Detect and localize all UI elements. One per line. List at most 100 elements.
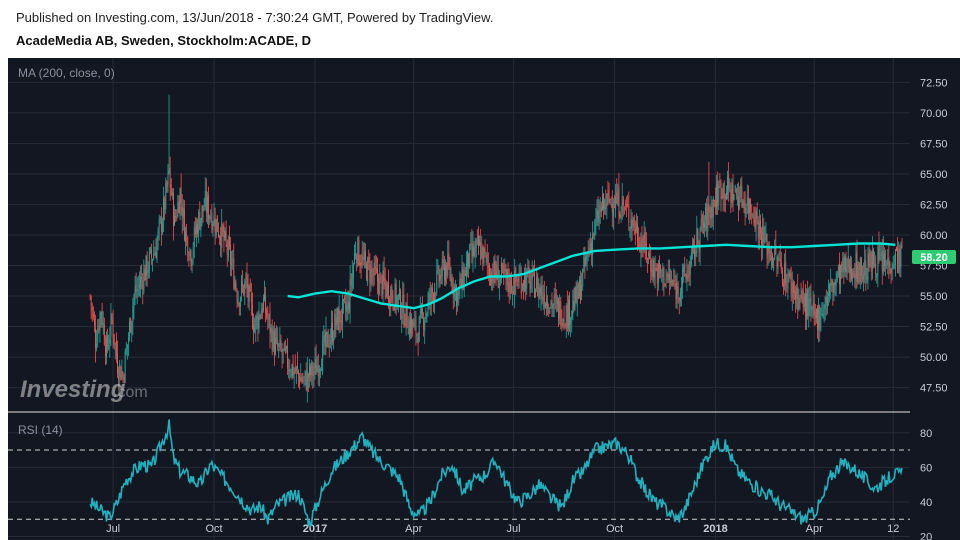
candle-body [767, 247, 769, 256]
price-tick-label: 60.00 [920, 230, 948, 242]
candle-body [144, 269, 146, 281]
candle-body [457, 292, 459, 303]
candle-body [778, 256, 780, 258]
candle-body [131, 321, 133, 334]
candle-body [862, 277, 863, 279]
candle-body [517, 284, 519, 287]
candle-body [899, 248, 901, 268]
candle-body [560, 301, 562, 326]
candle-body [663, 268, 665, 288]
candle-body [505, 265, 507, 278]
candle-body [373, 262, 375, 275]
candle-body [874, 264, 876, 266]
candle-body [89, 295, 91, 297]
candle-body [734, 185, 736, 193]
candle-body [551, 299, 553, 309]
candle-body [321, 368, 323, 371]
candle-body [604, 200, 606, 210]
candle-body [595, 219, 597, 221]
candle-body [859, 257, 861, 282]
candle-body [288, 369, 290, 372]
candle-body [848, 259, 850, 274]
rsi-gridlines [8, 432, 910, 538]
candle-body [128, 337, 129, 343]
candle-body [149, 247, 151, 252]
candle-body [876, 274, 878, 278]
candle-body [790, 273, 792, 295]
candle-body [846, 267, 848, 273]
candle-body [735, 188, 737, 195]
candle-body [302, 380, 304, 382]
candle-body [269, 311, 271, 335]
candle-body [852, 272, 854, 279]
candle-body [509, 274, 511, 294]
candle-body [475, 239, 477, 247]
candle-body [886, 263, 888, 264]
candle-body [449, 265, 451, 279]
candle-body [649, 253, 651, 259]
candle-body [277, 339, 279, 347]
candle-body [597, 210, 599, 223]
candle-body [581, 284, 583, 300]
candle-body [550, 302, 552, 305]
candle-body [362, 256, 364, 259]
candle-body [742, 201, 744, 209]
candle-body [837, 265, 839, 276]
candle-body [739, 200, 741, 207]
candle-body [389, 300, 391, 306]
candle-body [621, 195, 623, 212]
candle-body [299, 375, 301, 385]
candle-body [136, 288, 138, 291]
candle-body [708, 202, 710, 213]
candle-body [693, 240, 694, 243]
candle-body [679, 291, 681, 303]
candle-body [632, 219, 634, 227]
candle-body [153, 253, 155, 260]
candle-body [309, 364, 310, 377]
candle-body [104, 345, 106, 356]
candle-body [416, 334, 418, 337]
candle-body [378, 278, 380, 293]
candle-body [193, 226, 195, 248]
candle-body [746, 197, 748, 205]
candle-body [513, 291, 515, 295]
candle-body [646, 258, 648, 260]
candle-body [397, 294, 399, 300]
candle-body [406, 304, 408, 328]
candle-body [830, 282, 832, 287]
candle-body [873, 248, 874, 265]
candle-body [665, 277, 667, 282]
candle-body [644, 232, 646, 247]
candle-body [188, 258, 190, 260]
candle-body [108, 345, 110, 349]
candle-body [587, 250, 589, 257]
candle-body [202, 205, 204, 212]
candle-body [239, 297, 241, 307]
candle-body [385, 284, 387, 297]
candle-body [656, 267, 658, 284]
candle-body [722, 184, 724, 199]
rsi-line [89, 419, 903, 529]
candle-body [516, 279, 518, 282]
candle-body [178, 202, 180, 214]
candle-body [439, 274, 441, 284]
candle-body [315, 358, 317, 375]
candle-body [234, 281, 236, 289]
candle-body [163, 198, 165, 222]
candle-body [417, 338, 419, 345]
candle-body [492, 275, 494, 282]
candle-body [674, 283, 676, 286]
candle-body [570, 318, 572, 324]
candle-body [146, 254, 148, 276]
candle-body [323, 335, 325, 342]
price-tick-label: 65.00 [920, 169, 948, 181]
chart-area[interactable]: 72.5070.0067.5065.0062.5060.0057.5055.00… [8, 58, 960, 540]
candle-body [880, 254, 882, 256]
candle-body [148, 252, 150, 273]
candle-body [896, 247, 897, 251]
candle-body [612, 209, 614, 216]
candle-body [111, 317, 113, 319]
candle-body [836, 273, 838, 280]
time-tick-label: Oct [606, 523, 623, 535]
candle-body [651, 269, 653, 277]
